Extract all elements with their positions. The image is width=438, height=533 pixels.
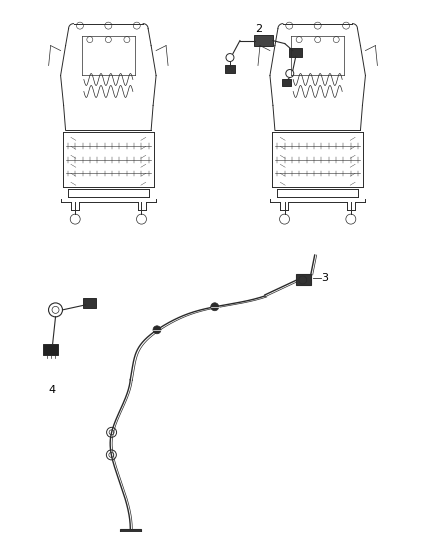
FancyBboxPatch shape [296, 274, 311, 286]
FancyBboxPatch shape [225, 65, 235, 73]
Text: 2: 2 [255, 23, 262, 34]
Text: 4: 4 [49, 385, 56, 394]
Text: 3: 3 [321, 273, 328, 283]
Circle shape [153, 326, 161, 334]
FancyBboxPatch shape [283, 79, 291, 86]
FancyBboxPatch shape [43, 344, 58, 355]
Circle shape [211, 303, 219, 311]
FancyBboxPatch shape [120, 529, 141, 533]
FancyBboxPatch shape [254, 35, 273, 46]
FancyBboxPatch shape [83, 297, 95, 308]
FancyBboxPatch shape [290, 49, 302, 57]
